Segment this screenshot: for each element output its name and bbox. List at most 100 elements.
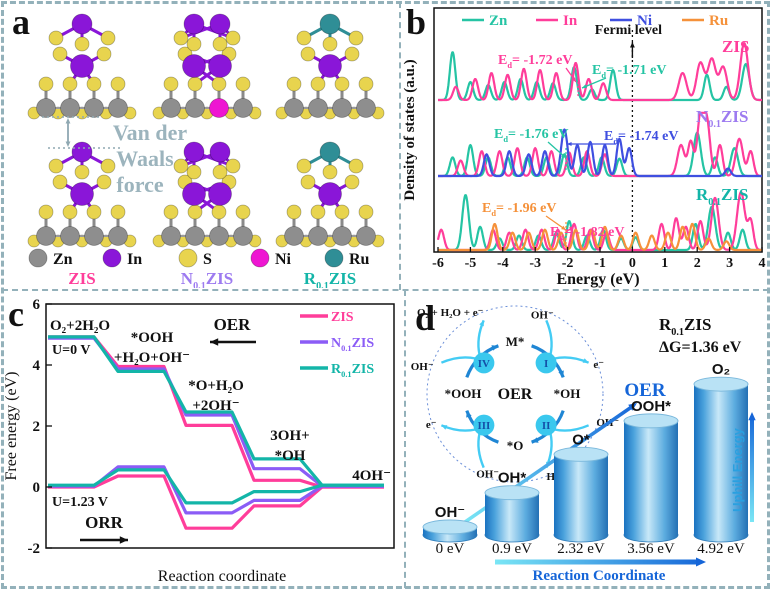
atom-S [296, 30, 312, 46]
atom-Zn [284, 98, 304, 118]
atom-Zn [185, 98, 205, 118]
cycle-step-roman-II: II [542, 420, 551, 432]
panel-d-title: R0.1ZIS [659, 315, 711, 338]
legend-label-In: In [563, 13, 578, 29]
u0-label: U=0 V [52, 343, 90, 358]
legend-atom-label: Ni [275, 251, 292, 268]
atom-Zn [185, 226, 205, 246]
ed-annotation: Ed= -1.76 eV [494, 127, 568, 144]
vdw-text-3: force [116, 172, 163, 197]
atom-S [186, 36, 202, 52]
atom-S [310, 76, 326, 92]
structure-label: ZIS [68, 269, 95, 288]
atom-S [100, 158, 116, 174]
atom-In [318, 182, 342, 206]
cycle-arc-head [531, 437, 539, 443]
atom-In [70, 182, 94, 206]
atom-In [182, 182, 206, 206]
atom-In [182, 54, 206, 78]
subpanel-label: R0.1ZIS [696, 185, 748, 208]
y-tick-label: 6 [33, 297, 41, 313]
atom-S [344, 46, 360, 62]
atom-S [74, 36, 90, 52]
atom-S [163, 76, 179, 92]
atom-Zn [308, 226, 328, 246]
x-tick-label: 0 [629, 256, 636, 271]
state-o-2: +2OH⁻ [192, 398, 239, 414]
cycle-in-label-III: OH⁻ [476, 468, 499, 480]
panel-c-free-energy-chart: c -2 0 2 4 6 Reaction coordinate Free energy (e… [0, 290, 405, 590]
atom-Ru [319, 141, 341, 163]
atom-S [296, 158, 312, 174]
oer-diag-head [628, 403, 637, 411]
uphill-head [748, 412, 756, 421]
atom-S [173, 158, 189, 174]
x-tick-label: -5 [465, 256, 477, 271]
atom-Zn [233, 226, 253, 246]
atom-Zn [356, 226, 376, 246]
state-3oh-2: *OH [275, 448, 306, 464]
cylinder-body-3 [624, 420, 678, 535]
atom-Zn [284, 226, 304, 246]
atom-S [334, 204, 350, 220]
legend-label: R0.1ZIS [331, 362, 374, 379]
cycle-out-head [582, 358, 589, 363]
cylinder-label-3: OOH* [631, 398, 671, 415]
legend-atom-Ru [324, 248, 344, 268]
atom-Zn [60, 226, 80, 246]
atom-Zn [108, 98, 128, 118]
cylinder-label-0: OH⁻ [435, 504, 465, 521]
state-ooh-2: +H₂O+OH⁻ [114, 350, 190, 366]
y-tick-label: 4 [33, 358, 41, 374]
x-tick-label: 2 [694, 256, 701, 271]
atom-In [318, 54, 342, 78]
cylinder-top [623, 413, 679, 429]
atom-Zn [332, 98, 352, 118]
fermi-label: Fermi level [595, 23, 662, 38]
cycle-center-label: OER [498, 386, 533, 403]
legend-atom-S [178, 248, 198, 268]
fermi-arrow-head [630, 42, 635, 48]
legend-atom-In [102, 248, 122, 268]
atom-S [225, 30, 241, 46]
cycle-node-3: *OOH [445, 386, 482, 401]
reaction-coordinate-head [696, 557, 706, 567]
cylinder-top [422, 519, 478, 535]
atom-Zn [356, 98, 376, 118]
cylinder-top [693, 376, 749, 392]
vdw-arrow-head-down [65, 141, 71, 147]
cylinder-body-4 [694, 384, 748, 535]
u123-label: U=1.23 V [52, 495, 108, 510]
atom-S [211, 76, 227, 92]
atom-In [208, 182, 232, 206]
atom-S [334, 76, 350, 92]
cycle-dotted-circle [426, 305, 604, 483]
cycle-step-roman-IV: IV [478, 358, 490, 370]
atom-In [209, 141, 231, 163]
atom-S [225, 158, 241, 174]
ed-annotation: Ed= -1.74 eV [604, 129, 678, 146]
y-tick-label: -2 [28, 541, 41, 557]
ed-annotation: Ed= -1.96 eV [482, 201, 556, 218]
atom-Zn [161, 98, 181, 118]
atom-S [163, 204, 179, 220]
ed-leader-head [569, 226, 574, 231]
cycle-out-head [479, 320, 484, 327]
atom-Zn [308, 98, 328, 118]
atom-S [86, 76, 102, 92]
uphill-label: Uphill Energy [730, 427, 745, 512]
divider-vertical-bottom [404, 290, 406, 588]
cycle-in-arrow-I [545, 319, 553, 355]
atom-S [300, 174, 316, 190]
atom-In [209, 13, 231, 35]
cycle-in-label-IV: OH⁻ [411, 361, 434, 373]
cylinder-top [484, 485, 540, 501]
cycle-arc-head [491, 345, 499, 351]
atom-In [183, 141, 205, 163]
y-axis-label: Free energy (eV) [3, 372, 20, 481]
cylinder-label-2: O* [572, 431, 590, 448]
divider-vertical-top [399, 2, 401, 290]
atom-S [211, 204, 227, 220]
